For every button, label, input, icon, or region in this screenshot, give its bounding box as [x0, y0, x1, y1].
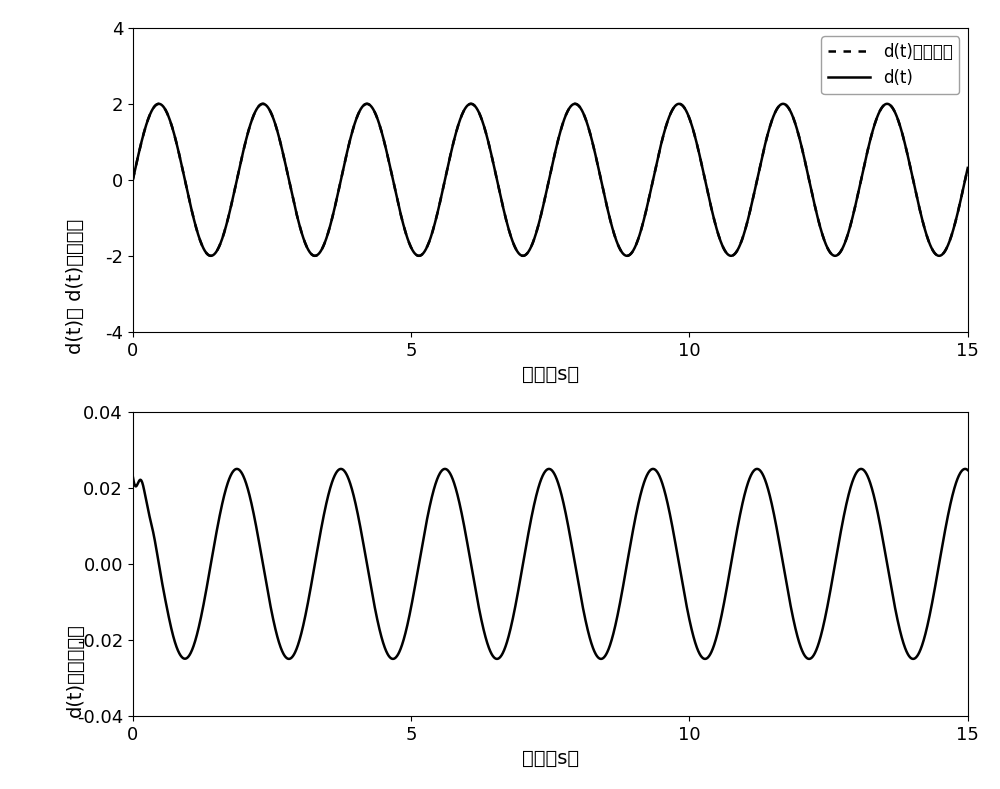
Line: d(t)的估计値: d(t)的估计値 — [133, 104, 968, 256]
d(t)的估计値 — [127, 175, 139, 185]
Line: d(t): d(t) — [133, 104, 968, 256]
d(t)的估计値 — [856, 171, 868, 181]
d(t) — [946, 230, 958, 239]
X-axis label: 时间（s）: 时间（s） — [522, 365, 579, 384]
d(t)的估计値 — [447, 139, 459, 148]
Text: d(t)的估计误差: d(t)的估计误差 — [66, 623, 85, 717]
d(t)的估计値 — [222, 214, 234, 223]
d(t) — [127, 175, 139, 185]
d(t) — [483, 142, 495, 151]
d(t) — [447, 139, 459, 148]
d(t)的估计値 — [673, 99, 685, 109]
d(t) — [673, 99, 685, 109]
d(t)的估计値 — [272, 127, 284, 136]
d(t) — [962, 163, 974, 173]
d(t) — [222, 214, 234, 223]
d(t) — [856, 171, 868, 181]
Legend: d(t)的估计値, d(t): d(t)的估计値, d(t) — [821, 36, 959, 94]
d(t)的估计値 — [962, 163, 974, 173]
d(t) — [309, 251, 321, 260]
d(t)的估计値 — [309, 251, 321, 260]
d(t)的估计値 — [483, 142, 495, 151]
d(t)的估计値 — [946, 230, 958, 239]
X-axis label: 时间（s）: 时间（s） — [522, 750, 579, 768]
Text: d(t)及 d(t)的估计値: d(t)及 d(t)的估计値 — [66, 219, 85, 353]
d(t) — [272, 127, 284, 136]
